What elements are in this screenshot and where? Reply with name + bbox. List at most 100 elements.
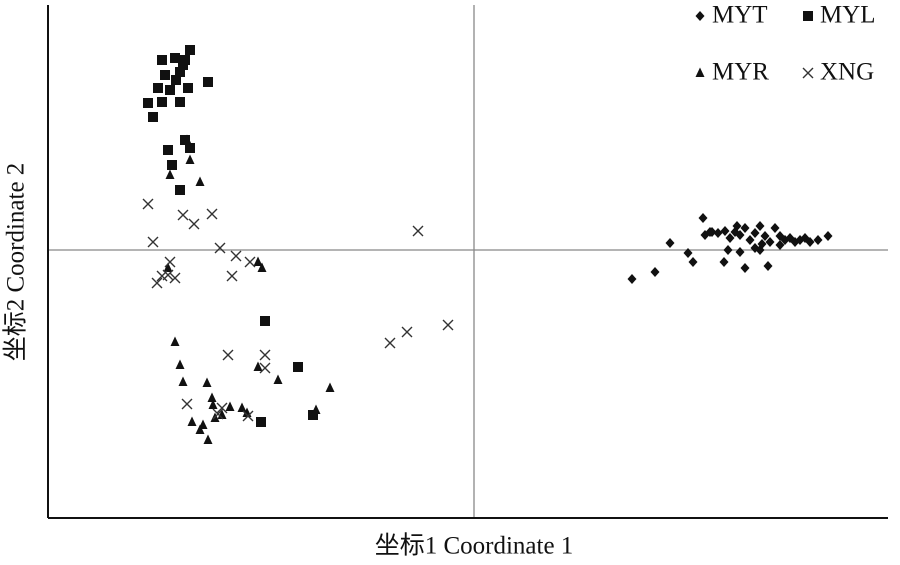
point xyxy=(195,424,205,434)
point xyxy=(242,410,254,422)
y-axis-label: 坐标2 Coordinate 2 xyxy=(2,163,30,362)
point xyxy=(384,337,396,349)
point xyxy=(185,143,195,153)
point xyxy=(723,245,733,255)
point xyxy=(725,233,735,243)
legend-label: XNG xyxy=(820,59,874,86)
point xyxy=(185,154,195,164)
point xyxy=(765,237,775,247)
point xyxy=(170,336,180,346)
point xyxy=(185,45,195,55)
point xyxy=(207,392,217,402)
point xyxy=(157,55,167,65)
legend-marker xyxy=(802,67,814,79)
point xyxy=(203,434,213,444)
point xyxy=(175,97,185,107)
point xyxy=(175,185,185,195)
point xyxy=(257,262,267,272)
point xyxy=(216,402,228,414)
point xyxy=(253,361,263,371)
legend-label: MYT xyxy=(712,2,768,29)
point xyxy=(308,410,318,420)
point xyxy=(720,226,730,236)
point xyxy=(760,231,770,241)
point xyxy=(823,231,833,241)
point xyxy=(214,242,226,254)
point xyxy=(775,240,785,250)
point xyxy=(688,257,698,267)
point xyxy=(182,134,192,144)
point xyxy=(260,316,270,326)
point xyxy=(148,112,158,122)
point xyxy=(735,230,745,240)
point xyxy=(163,262,173,272)
point xyxy=(813,235,823,245)
point xyxy=(244,256,256,268)
point xyxy=(293,362,303,372)
point xyxy=(169,272,181,284)
point xyxy=(740,223,750,233)
point xyxy=(183,83,193,93)
point xyxy=(212,408,224,420)
point xyxy=(665,238,675,248)
point xyxy=(164,256,176,268)
point xyxy=(165,85,175,95)
point xyxy=(757,239,767,249)
point xyxy=(763,261,773,271)
point xyxy=(157,97,167,107)
point xyxy=(237,402,247,412)
point xyxy=(208,399,218,409)
legend-label: MYL xyxy=(820,2,876,29)
point xyxy=(167,160,177,170)
point xyxy=(175,359,185,369)
point xyxy=(732,221,742,231)
point xyxy=(412,225,424,237)
point xyxy=(273,374,283,384)
point xyxy=(165,169,175,179)
point xyxy=(171,75,181,85)
point xyxy=(627,274,637,284)
point xyxy=(160,70,170,80)
point xyxy=(222,349,234,361)
point xyxy=(253,256,263,266)
point xyxy=(177,209,189,221)
point xyxy=(755,221,765,231)
point xyxy=(147,236,159,248)
point xyxy=(740,263,750,273)
point xyxy=(226,270,238,282)
legend-marker xyxy=(695,67,705,77)
legend-marker xyxy=(695,11,705,21)
point xyxy=(178,60,188,70)
point xyxy=(745,235,755,245)
legend-marker xyxy=(803,11,813,21)
point xyxy=(170,53,180,63)
point xyxy=(195,176,205,186)
point xyxy=(705,227,715,237)
point xyxy=(311,404,321,414)
point xyxy=(259,362,271,374)
point xyxy=(735,247,745,257)
point xyxy=(256,417,266,427)
point xyxy=(153,83,163,93)
point xyxy=(188,218,200,230)
point xyxy=(325,382,335,392)
point xyxy=(401,326,413,338)
point xyxy=(259,349,271,361)
point xyxy=(650,267,660,277)
point xyxy=(163,145,173,155)
x-axis-label: 坐标1 Coordinate 1 xyxy=(375,532,574,560)
point xyxy=(156,270,168,282)
point xyxy=(698,213,708,223)
point xyxy=(750,228,760,238)
legend-label: MYR xyxy=(712,59,769,86)
point xyxy=(225,401,235,411)
point xyxy=(713,228,723,238)
point xyxy=(770,223,780,233)
point xyxy=(206,208,218,220)
point xyxy=(178,376,188,386)
point xyxy=(683,248,693,258)
point xyxy=(203,77,213,87)
point xyxy=(230,250,242,262)
point xyxy=(187,416,197,426)
